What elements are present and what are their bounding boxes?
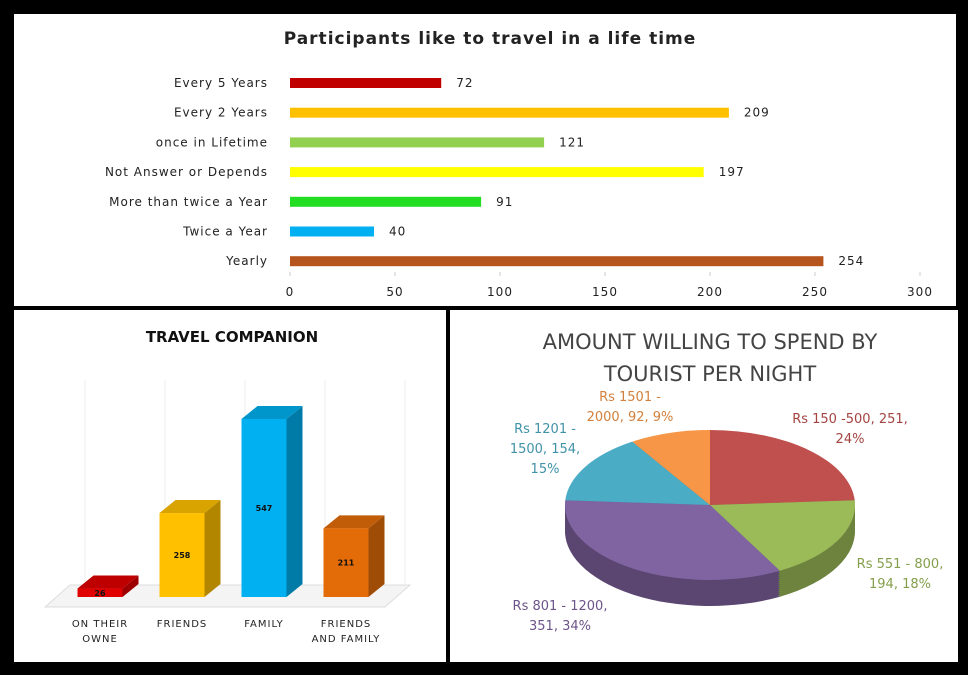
bar <box>290 78 442 88</box>
pie-slice <box>710 500 855 571</box>
category-label: Twice a Year <box>182 225 268 239</box>
bar-side <box>368 515 385 597</box>
category-label: ON THEIR OWNE <box>71 619 129 645</box>
pie-slice <box>710 430 855 505</box>
bar <box>290 137 545 148</box>
x-tick-label: 300 <box>907 285 933 299</box>
bar <box>290 226 374 237</box>
value-label: 72 <box>456 76 473 90</box>
value-label: 547 <box>256 504 273 513</box>
pie-slice <box>565 441 710 505</box>
category-label: Not Answer or Depends <box>105 165 268 179</box>
chart-title: Participants like to travel in a life ti… <box>284 29 697 49</box>
slice-label: Rs 150 -500, 251, 24% <box>792 412 908 447</box>
value-label: 91 <box>496 195 513 209</box>
category-label: Every 5 Years <box>174 76 268 90</box>
bar <box>290 107 729 118</box>
bar <box>241 419 287 597</box>
panel <box>14 310 446 662</box>
category-label: FRIENDS AND FAMILY <box>311 619 381 645</box>
x-tick-label: 50 <box>386 285 403 299</box>
bar-top <box>241 406 303 419</box>
bar <box>159 513 205 597</box>
bar-top <box>77 575 139 589</box>
category-label: Every 2 Years <box>174 106 268 120</box>
value-label: 121 <box>559 135 585 149</box>
category-label: More than twice a Year <box>109 195 268 209</box>
floor <box>43 584 412 608</box>
bar <box>290 167 704 178</box>
bar-side <box>122 575 139 597</box>
category-label: FAMILY <box>244 619 284 630</box>
value-label: 258 <box>174 551 191 560</box>
chart-title: AMOUNT WILLING TO SPEND BY TOURIST PER N… <box>542 330 878 386</box>
chart-title: TRAVEL COMPANION <box>146 328 318 346</box>
x-tick-label: 100 <box>487 285 513 299</box>
category-label: once in Lifetime <box>156 135 268 149</box>
value-label: 254 <box>838 254 864 268</box>
value-label: 211 <box>338 559 355 568</box>
value-label: 197 <box>719 165 745 179</box>
pie-slice <box>565 500 780 580</box>
bar <box>290 256 824 267</box>
value-label: 40 <box>389 225 406 239</box>
bar-side <box>204 500 221 597</box>
bar <box>77 588 123 597</box>
bar <box>323 528 369 597</box>
x-tick-label: 0 <box>286 285 295 299</box>
value-label: 209 <box>744 106 770 120</box>
category-label: FRIENDS <box>156 619 208 630</box>
x-tick-label: 200 <box>697 285 723 299</box>
slice-label: Rs 551 - 800, 194, 18% <box>856 557 944 592</box>
bar-top <box>159 500 221 514</box>
pie-slice <box>632 430 710 505</box>
bar-side <box>286 406 303 597</box>
bar <box>290 196 482 207</box>
slice-label: Rs 1201 - 1500, 154, 15% <box>509 422 581 477</box>
x-tick-label: 150 <box>592 285 618 299</box>
slice-label: Rs 1501 - 2000, 92, 9% <box>586 390 674 425</box>
slice-label: Rs 801 - 1200, 351, 34% <box>512 599 608 634</box>
bar-top <box>323 515 385 529</box>
category-label: Yearly <box>225 254 268 268</box>
value-label: 26 <box>94 589 106 598</box>
x-tick-label: 250 <box>802 285 828 299</box>
